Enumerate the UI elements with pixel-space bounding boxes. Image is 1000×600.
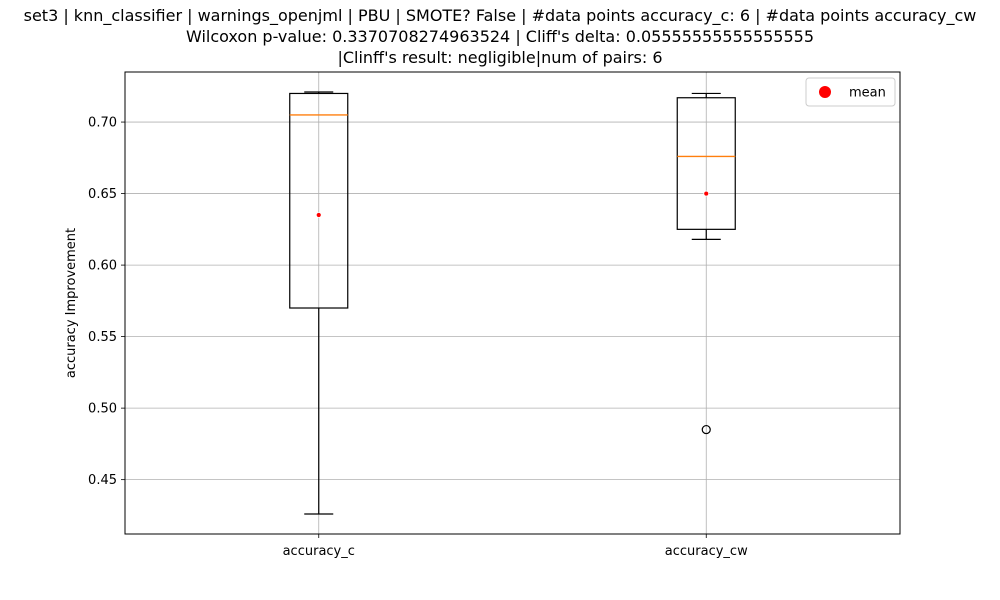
mean-marker (315, 212, 322, 218)
y-tick-label: 0.65 (88, 187, 117, 202)
chart-title-line-1: set3 | knn_classifier | warnings_openjml… (23, 6, 977, 25)
box-plot-series (289, 91, 736, 515)
x-tick-label: accuracy_c (283, 544, 355, 559)
y-tick-label: 0.55 (88, 330, 117, 345)
plot-area-frame (124, 71, 901, 535)
y-tick-label: 0.50 (88, 402, 117, 417)
y-tick-label: 0.70 (88, 116, 117, 131)
y-tick-label: 0.45 (88, 473, 117, 488)
legend-marker-mean (819, 86, 831, 98)
legend-label-mean: mean (849, 86, 886, 101)
iqr-box (289, 92, 349, 309)
grid-lines (125, 72, 900, 534)
y-tick-label: 0.60 (88, 259, 117, 274)
legend-frame (805, 77, 896, 107)
chart-title-line-3: |Clinff's result: negligible|num of pair… (337, 48, 663, 67)
legend: mean (805, 77, 896, 107)
axes: 0.45 0.50 0.55 0.60 0.65 0.70 accuracy_c accura… (88, 116, 748, 559)
iqr-box (676, 97, 736, 230)
box-accuracy_c (289, 91, 349, 515)
outlier-point (701, 424, 711, 435)
mean-marker (703, 190, 710, 197)
x-tick-label: accuracy_cw (665, 544, 748, 559)
box-accuracy_cw (676, 92, 736, 435)
y-axis-label: accuracy Improvement (64, 228, 79, 378)
chart-title-line-2: Wilcoxon p-value: 0.3370708274963524 | C… (185, 27, 815, 46)
